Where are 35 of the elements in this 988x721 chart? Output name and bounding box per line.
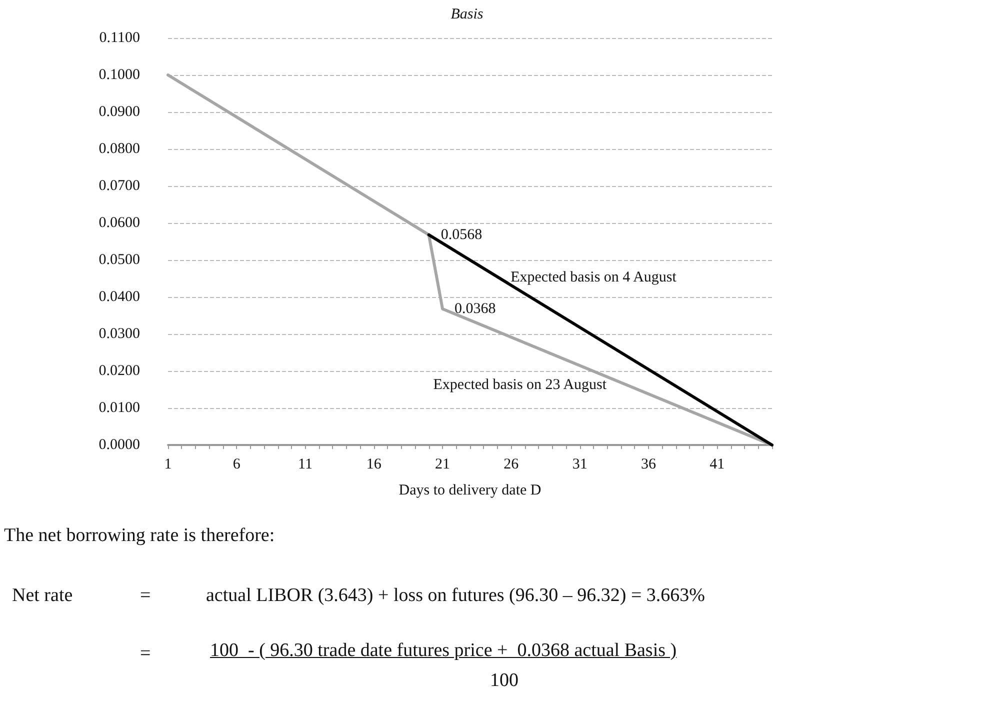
x-tick-label: 41 — [710, 456, 725, 472]
series-label: Expected basis on 23 August — [433, 376, 608, 393]
text: = — [140, 585, 151, 607]
text: actual LIBOR (3.643) + loss on futures (96.30 – 96.32) = 3.663% — [206, 585, 706, 607]
text: Net rate — [12, 585, 73, 607]
x-tick-label: 26 — [504, 456, 520, 472]
x-tick-label: 11 — [298, 456, 312, 472]
y-tick-label: 0.0500 — [98, 252, 140, 268]
y-tick-label: 0.0200 — [98, 363, 140, 379]
x-tick-label: 31 — [572, 456, 588, 472]
text: = — [140, 643, 151, 665]
y-tick-label: 0.1000 — [98, 67, 140, 83]
y-tick-label: 0.0400 — [98, 289, 140, 305]
y-tick-label: 0.0100 — [98, 400, 140, 416]
series-label: Expected basis on 4 August — [510, 269, 678, 286]
y-tick-label: 0.0800 — [98, 141, 140, 157]
y-tick-label: 0.0700 — [98, 178, 140, 194]
annotation: 0.0568 — [440, 226, 482, 243]
x-tick-label: 36 — [640, 456, 656, 472]
y-tick-label: 0.0300 — [98, 326, 140, 342]
text: 100 — [490, 670, 518, 692]
x-axis-title: Days to delivery date D — [398, 482, 542, 498]
text: 100 - ( 96.30 trade date futures price + 0.0368 actual Basis ) — [210, 640, 677, 662]
y-tick-label: 0.0900 — [98, 104, 140, 120]
y-tick-label: 0.1100 — [99, 30, 140, 46]
x-tick-label: 21 — [435, 456, 450, 472]
chart-title: Basis — [450, 6, 484, 22]
annotation: 0.0368 — [454, 300, 496, 317]
x-tick-label: 1 — [164, 456, 172, 472]
line-series — [166, 74, 774, 446]
text: The net borrowing rate is therefore: — [4, 525, 275, 547]
y-tick-label: 0.0600 — [98, 215, 140, 231]
y-tick-label: 0.0000 — [98, 437, 140, 453]
x-tick-label: 6 — [232, 456, 241, 472]
x-tick-label: 16 — [366, 456, 382, 472]
